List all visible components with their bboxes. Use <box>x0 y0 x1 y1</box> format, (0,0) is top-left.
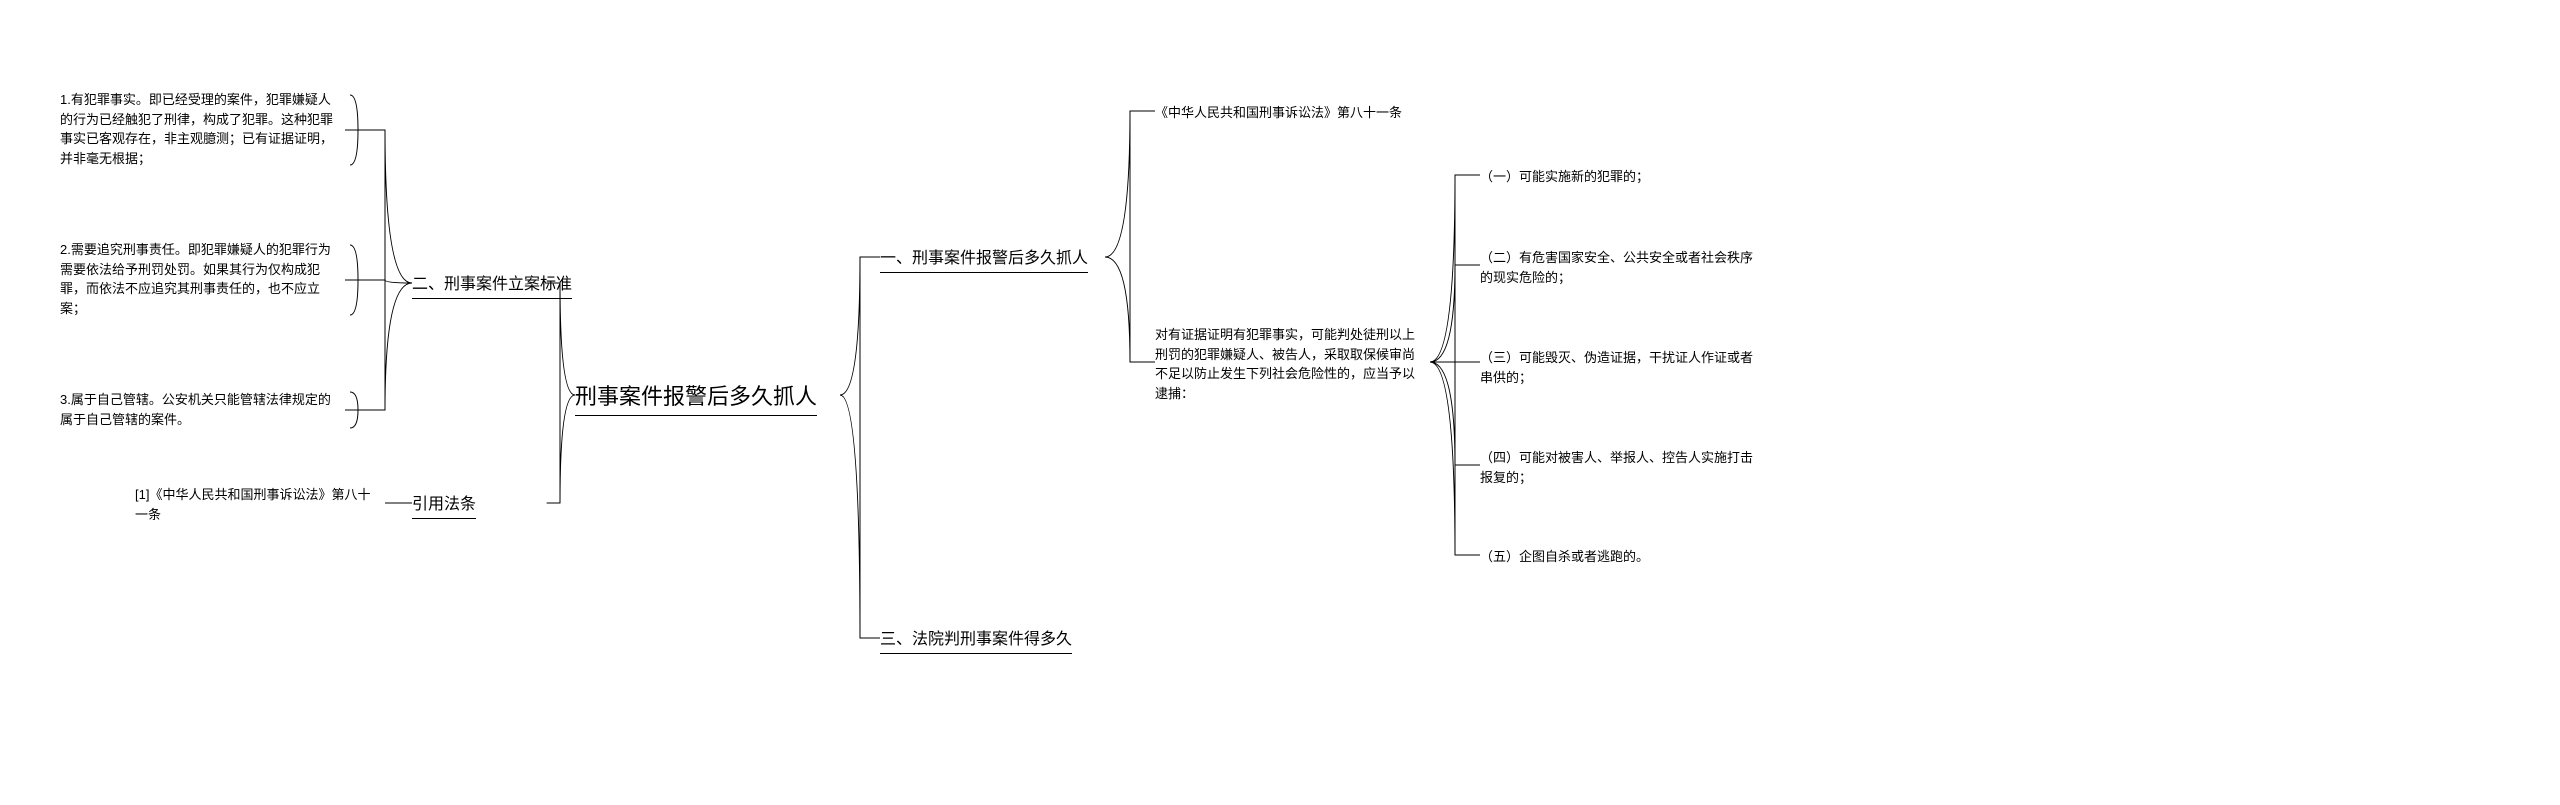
branch-r1: 一、刑事案件报警后多久抓人 <box>880 247 1088 273</box>
leaf-l2a: 1.有犯罪事实。即已经受理的案件，犯罪嫌疑人的行为已经触犯了刑律，构成了犯罪。这… <box>60 90 340 168</box>
leaf-l2b: 2.需要追究刑事责任。即犯罪嫌疑人的犯罪行为需要依法给予刑罚处罚。如果其行为仅构… <box>60 240 340 318</box>
leaf-r1b4: （四）可能对被害人、举报人、控告人实施打击报复的； <box>1480 448 1760 487</box>
leaf-r1b3: （三）可能毁灭、伪造证据，干扰证人作证或者串供的； <box>1480 348 1760 387</box>
root-node: 刑事案件报警后多久抓人 <box>575 380 817 416</box>
branch-r3: 三、法院判刑事案件得多久 <box>880 628 1072 654</box>
leaf-r1a: 《中华人民共和国刑事诉讼法》第八十一条 <box>1155 103 1455 123</box>
branch-lref: 引用法条 <box>412 493 476 519</box>
leaf-l2c: 3.属于自己管辖。公安机关只能管辖法律规定的属于自己管辖的案件。 <box>60 390 340 429</box>
leaf-r1b5: （五）企图自杀或者逃跑的。 <box>1480 547 1780 567</box>
branch-l2: 二、刑事案件立案标准 <box>412 273 572 299</box>
leaf-r1b2: （二）有危害国家安全、公共安全或者社会秩序的现实危险的； <box>1480 248 1760 287</box>
leaf-r1b1: （一）可能实施新的犯罪的； <box>1480 167 1780 187</box>
leaf-lrefa: [1]《中华人民共和国刑事诉讼法》第八十一条 <box>135 485 380 524</box>
leaf-r1b: 对有证据证明有犯罪事实，可能判处徒刑以上刑罚的犯罪嫌疑人、被告人，采取取保候审尚… <box>1155 325 1425 403</box>
